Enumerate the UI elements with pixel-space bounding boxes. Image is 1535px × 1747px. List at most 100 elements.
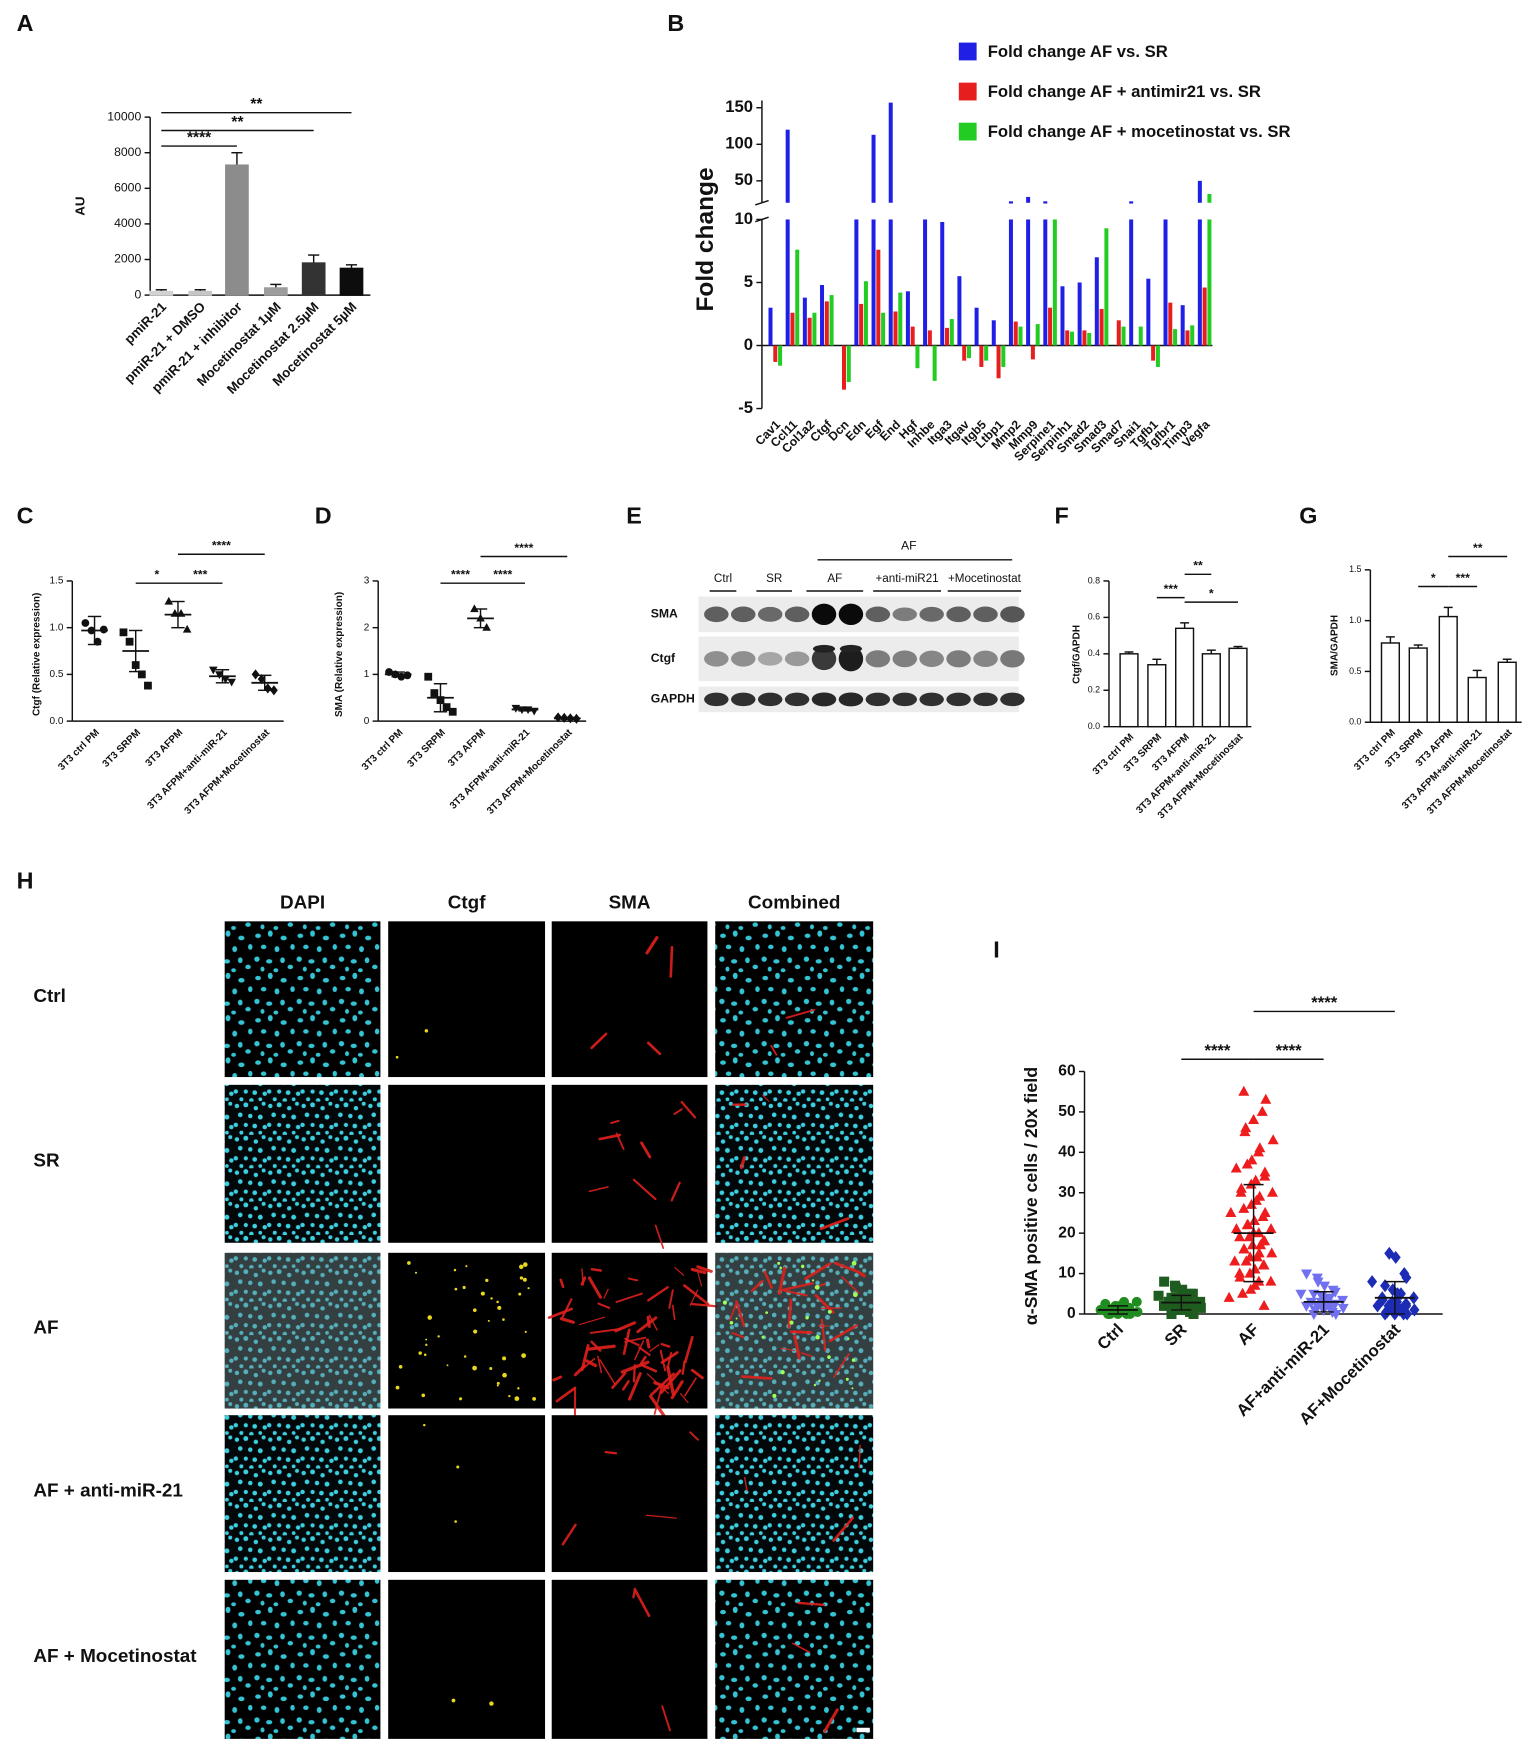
data-point	[1258, 1299, 1270, 1310]
data-point	[1249, 1263, 1261, 1274]
sma-signal	[683, 1335, 694, 1364]
data-point	[1238, 1085, 1250, 1096]
data-point	[470, 604, 479, 613]
legend-label: Fold change AF vs. SR	[988, 42, 1168, 61]
ctgf-signal	[502, 1318, 505, 1321]
bar	[841, 345, 846, 390]
micrograph	[388, 1579, 546, 1739]
bar	[979, 345, 984, 367]
ctgf-signal	[735, 1317, 738, 1320]
ctgf-signal	[496, 1384, 499, 1387]
bar	[854, 219, 859, 346]
sma-signal	[639, 1355, 647, 1366]
bar	[996, 345, 1001, 379]
legend-label: Fold change AF + antimir21 vs. SR	[988, 82, 1261, 101]
sma-signal	[681, 1360, 686, 1376]
bar	[1467, 676, 1487, 723]
bar	[945, 327, 950, 346]
data-point	[1229, 1255, 1241, 1266]
sma-signal	[762, 1094, 770, 1102]
y-tick-label: 8000	[114, 145, 141, 159]
ctgf-signal	[423, 1423, 426, 1427]
column-header: SMA	[609, 893, 651, 914]
sma-signal	[646, 1041, 662, 1056]
sma-signal	[588, 1186, 609, 1193]
sma-signal	[660, 1342, 671, 1348]
sma-signal	[578, 1316, 606, 1326]
row-label: AF	[33, 1317, 58, 1338]
sma-signal	[680, 1100, 697, 1119]
x-tick-label: AF	[1234, 1320, 1263, 1349]
sma-signal	[604, 1451, 618, 1455]
blot-band	[731, 606, 756, 623]
bar	[910, 326, 915, 346]
ctgf-signal	[423, 1353, 427, 1357]
data-point	[1300, 1301, 1312, 1312]
x-tick-label: 3T3 AFPM+anti-miR-21	[145, 727, 230, 812]
data-point	[1247, 1239, 1259, 1250]
data-point	[1100, 1298, 1111, 1309]
sma-signal	[823, 1708, 839, 1733]
data-point	[182, 624, 192, 633]
micrograph	[388, 921, 546, 1078]
sma-signal	[653, 1383, 664, 1415]
data-point	[1367, 1275, 1378, 1289]
sma-signal	[679, 1393, 689, 1404]
micrograph	[388, 1084, 546, 1243]
sma-signal	[636, 1316, 658, 1334]
bar	[905, 291, 910, 346]
y-tick-label: 2	[364, 622, 370, 633]
ctgf-signal	[502, 1372, 507, 1378]
sma-signal	[640, 1141, 652, 1159]
bar	[824, 301, 829, 346]
data-point	[1337, 1295, 1349, 1306]
data-point	[1257, 1210, 1269, 1221]
sma-signal	[555, 1386, 577, 1403]
blot-group-label: AF	[901, 539, 917, 553]
data-point	[424, 672, 433, 681]
y-tick-label: 0.0	[1088, 721, 1100, 731]
bar	[957, 276, 962, 346]
bar	[974, 307, 979, 346]
column-header: Ctgf	[448, 893, 486, 914]
bar	[1065, 330, 1070, 346]
significance-label: **	[1193, 559, 1203, 573]
sma-signal	[587, 1276, 603, 1299]
sma-signal	[814, 1294, 835, 1314]
y-tick-label: 5	[744, 272, 753, 291]
ctgf-signal	[480, 1291, 485, 1296]
sma-signal	[561, 1523, 577, 1546]
ctgf-signal	[425, 1338, 428, 1341]
sma-signal	[792, 1642, 811, 1653]
blot-band	[865, 692, 891, 707]
data-point	[137, 670, 146, 679]
sma-signal	[739, 1156, 746, 1170]
panel-letter: A	[17, 10, 34, 36]
data-point	[482, 623, 491, 631]
bar	[1174, 627, 1195, 728]
sma-signal	[689, 1289, 699, 1307]
bar	[1408, 647, 1428, 723]
ctgf-signal	[532, 1396, 536, 1401]
data-point	[1187, 1298, 1198, 1309]
y-tick-label: 10	[734, 209, 753, 228]
ctgf-signal	[489, 1366, 493, 1371]
ctgf-signal	[418, 1351, 422, 1355]
micrograph	[551, 1084, 708, 1243]
sma-signal	[832, 1516, 855, 1542]
bar	[859, 303, 864, 346]
ctgf-signal	[827, 1309, 832, 1314]
bar	[927, 330, 932, 346]
sma-signal	[654, 1224, 665, 1250]
bar	[1048, 307, 1053, 346]
significance-label: **	[231, 114, 244, 131]
row-label: SR	[33, 1151, 60, 1172]
ctgf-signal	[779, 1266, 783, 1270]
ctgf-signal	[827, 1355, 831, 1359]
blot-band	[704, 651, 729, 667]
data-point	[119, 628, 128, 637]
bar	[1035, 324, 1040, 346]
data-point	[1251, 1251, 1263, 1262]
sma-signal	[793, 1335, 801, 1360]
legend-label: Fold change AF + mocetinostat vs. SR	[988, 122, 1291, 141]
